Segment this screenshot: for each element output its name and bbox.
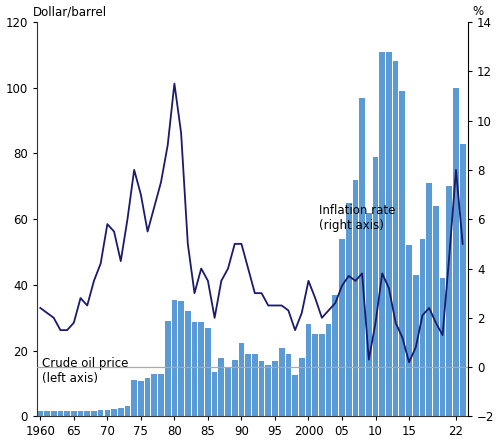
Bar xyxy=(286,353,291,416)
Bar xyxy=(326,325,332,416)
Bar xyxy=(144,378,150,416)
Bar xyxy=(372,157,378,416)
Bar xyxy=(352,180,358,416)
Bar xyxy=(91,411,97,416)
Bar xyxy=(165,321,170,416)
Bar xyxy=(339,239,345,416)
Bar xyxy=(111,409,117,416)
Bar xyxy=(306,325,312,416)
Bar xyxy=(460,143,466,416)
Bar xyxy=(104,409,110,416)
Bar xyxy=(332,295,338,416)
Bar xyxy=(132,380,137,416)
Bar xyxy=(366,213,372,416)
Bar xyxy=(71,411,76,416)
Bar xyxy=(393,61,398,416)
Bar xyxy=(232,360,237,416)
Bar xyxy=(406,246,412,416)
Bar xyxy=(84,411,90,416)
Bar xyxy=(238,343,244,416)
Bar xyxy=(118,408,124,416)
Bar xyxy=(124,405,130,416)
Bar xyxy=(346,203,352,416)
Bar xyxy=(272,361,278,416)
Bar xyxy=(152,374,157,416)
Bar xyxy=(172,300,177,416)
Bar xyxy=(380,52,385,416)
Bar xyxy=(413,275,418,416)
Bar xyxy=(225,368,231,416)
Bar xyxy=(433,206,438,416)
Bar xyxy=(192,322,198,416)
Bar xyxy=(185,311,190,416)
Text: Inflation rate
(right axis): Inflation rate (right axis) xyxy=(318,203,395,231)
Bar xyxy=(246,354,251,416)
Bar xyxy=(386,52,392,416)
Bar xyxy=(58,411,64,416)
Bar xyxy=(205,328,211,416)
Bar xyxy=(212,372,218,416)
Bar xyxy=(426,183,432,416)
Bar xyxy=(198,322,204,416)
Bar xyxy=(218,358,224,416)
Bar xyxy=(446,186,452,416)
Bar xyxy=(178,301,184,416)
Bar xyxy=(78,411,84,416)
Bar xyxy=(420,239,426,416)
Bar xyxy=(138,381,143,416)
Bar xyxy=(400,91,405,416)
Bar xyxy=(319,334,324,416)
Bar xyxy=(158,374,164,416)
Text: Dollar/barrel: Dollar/barrel xyxy=(32,5,107,18)
Bar xyxy=(38,411,43,416)
Bar xyxy=(299,358,304,416)
Bar xyxy=(64,411,70,416)
Bar xyxy=(258,361,264,416)
Bar xyxy=(266,365,271,416)
Text: %: % xyxy=(472,5,484,18)
Bar xyxy=(360,98,365,416)
Bar xyxy=(292,375,298,416)
Bar xyxy=(98,410,103,416)
Bar xyxy=(440,278,446,416)
Text: Crude oil price
(left axis): Crude oil price (left axis) xyxy=(42,357,128,385)
Bar xyxy=(453,88,459,416)
Bar xyxy=(44,411,50,416)
Bar xyxy=(312,334,318,416)
Bar xyxy=(279,349,284,416)
Bar xyxy=(51,411,57,416)
Bar xyxy=(252,354,258,416)
